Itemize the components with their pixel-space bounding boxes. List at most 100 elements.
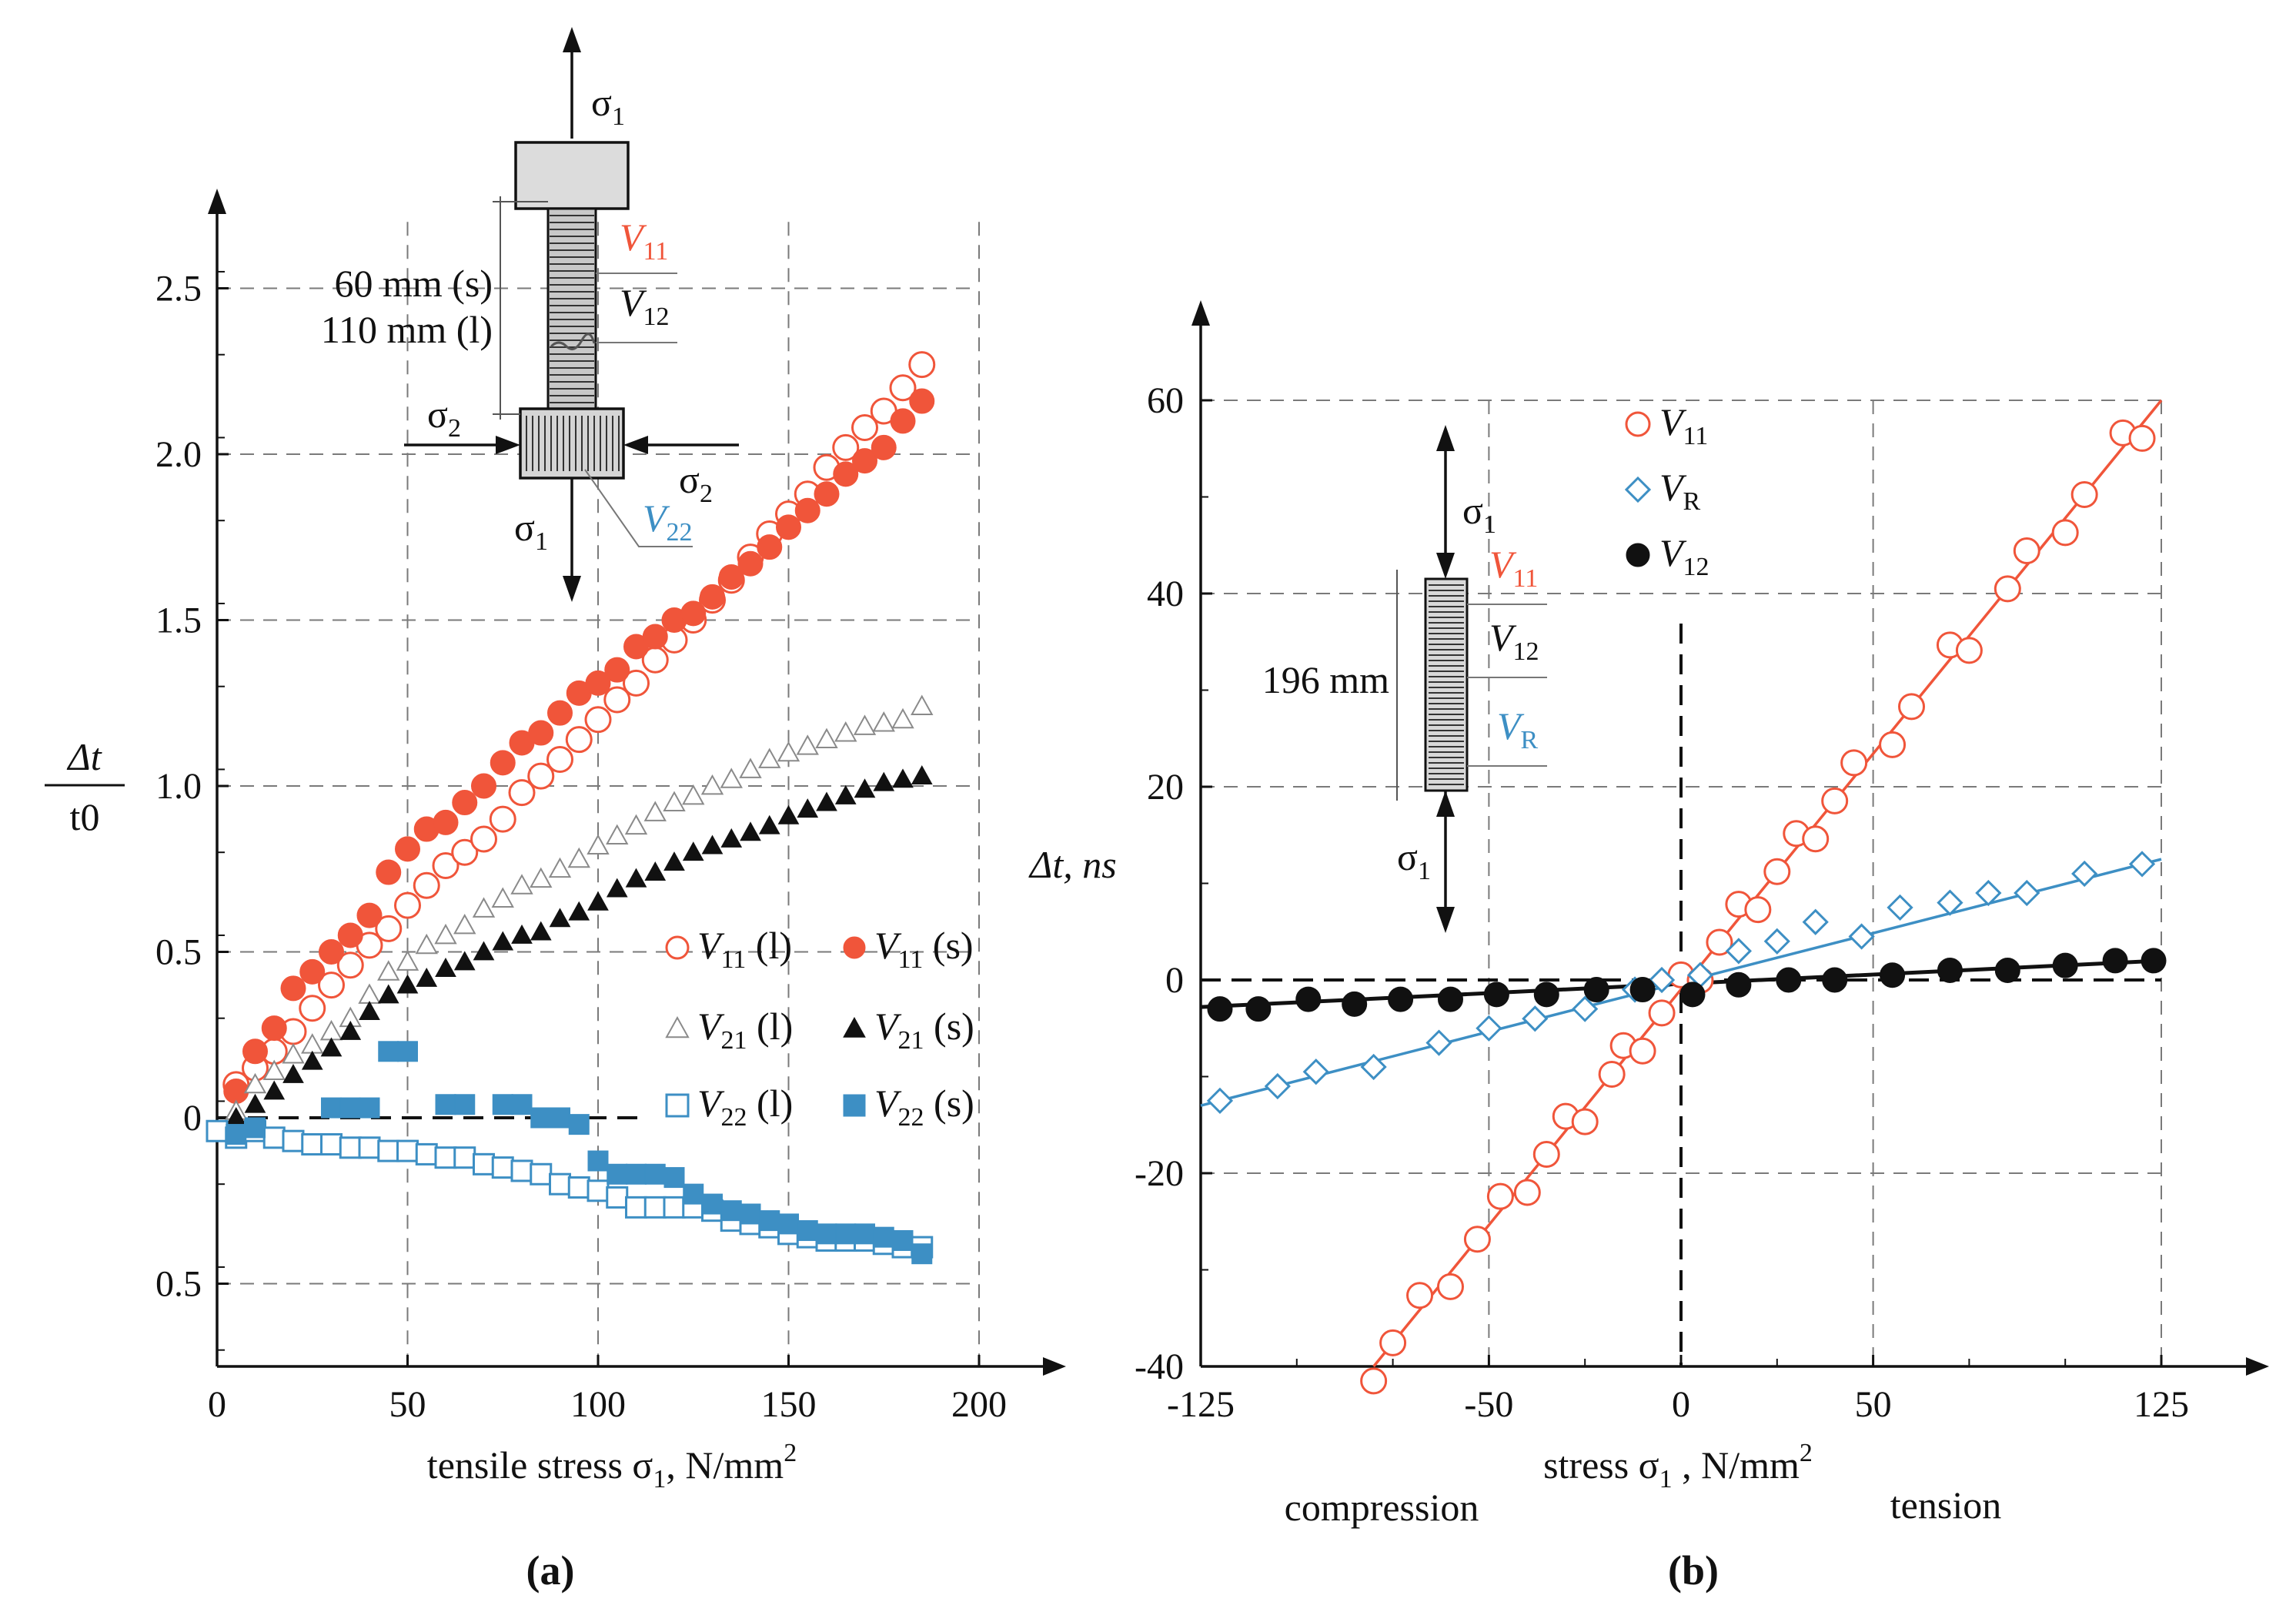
a-point-v22-s- <box>759 1210 780 1232</box>
a-point-v11-l- <box>832 433 860 461</box>
b-legend-marker <box>1624 476 1652 503</box>
b-specimen-bar <box>1424 577 1469 792</box>
a-legend-label: V21 (l) <box>697 1005 793 1055</box>
a-point-v21-s- <box>377 984 399 1004</box>
a-point-v22-l- <box>491 1156 514 1179</box>
a-point-v21-s- <box>854 778 876 798</box>
b-point-v12 <box>2141 948 2167 974</box>
a-point-v11-s- <box>280 975 306 1002</box>
a-ytick-label: 0 <box>183 1098 202 1139</box>
panel-b-label: (b) <box>1668 1547 1719 1594</box>
a-point-v11-s- <box>356 902 383 928</box>
a-point-v11-s- <box>395 836 420 862</box>
a-point-v11-l- <box>565 726 593 754</box>
a-point-v11-l- <box>546 746 573 774</box>
b-sigma1-top-label: σ1 <box>1462 489 1496 539</box>
b-point-vr <box>1264 1072 1291 1100</box>
a-point-v22-s- <box>702 1193 723 1215</box>
a-point-v21-s- <box>453 951 476 971</box>
a-point-v22-l- <box>396 1139 419 1162</box>
a-point-v22-s- <box>321 1097 342 1119</box>
b-point-vr <box>1302 1059 1329 1085</box>
b-point-vr <box>1887 894 1913 921</box>
a-point-v21-s- <box>339 1020 362 1040</box>
a-point-v11-s- <box>737 550 764 577</box>
a-point-v11-l- <box>413 871 440 899</box>
panel-a-ticks: 0 50 100 150 200 0 0.5 1.0 1.5 2.0 2.5 0.5 <box>155 269 1007 1426</box>
bottom-grip <box>519 407 625 480</box>
panel-a-y-arrow <box>208 189 226 214</box>
a-point-v22-s- <box>797 1220 818 1242</box>
a-point-v21-s- <box>873 771 895 791</box>
a-legend-label: V21 (s) <box>874 1005 974 1055</box>
b-sigma1-bottom-label: σ1 <box>1397 835 1431 885</box>
a-point-v11-s- <box>700 584 725 610</box>
b-sigma1-bottom-arrowhead2 <box>1436 907 1455 933</box>
a-point-v21-l- <box>853 714 877 735</box>
a-point-v21-l- <box>758 747 781 768</box>
a-point-v21-l- <box>415 933 438 955</box>
a-point-v21-s- <box>758 814 780 834</box>
a-legend-label: V11 (s) <box>874 924 974 974</box>
panel-b-specimen-schematic: σ1 σ1 196 mm V11 V12 VR <box>1262 425 1547 933</box>
panel-a-legend: V11 (l) V11 (s) V21 (l) V21 (s) V22 (l) V22 (… <box>665 924 974 1132</box>
b-point-v11 <box>1629 1037 1656 1065</box>
a-point-v22-s- <box>816 1223 837 1245</box>
a-point-v11-s- <box>585 670 611 696</box>
a-point-v22-l- <box>282 1129 305 1152</box>
a-point-v11-s- <box>757 534 783 560</box>
a-point-v11-l- <box>318 972 345 999</box>
b-point-v11 <box>1802 825 1830 853</box>
a-point-v11-l- <box>299 995 326 1022</box>
a-point-v11-s- <box>299 958 326 985</box>
a-ytick-label: 0.5 <box>155 932 202 973</box>
a-point-v22-l- <box>358 1136 381 1159</box>
panel-a-ylabel-denominator: t0 <box>70 795 100 838</box>
a-xtick-label: 50 <box>389 1384 426 1425</box>
a-point-v21-s- <box>834 784 857 804</box>
a-point-v11-s- <box>909 388 935 414</box>
a-point-v21-l- <box>911 694 934 715</box>
b-sigma1-top-arrowhead2 <box>1436 553 1455 579</box>
a-point-v22-l- <box>434 1146 457 1169</box>
sigma2-right-arrowhead <box>623 436 648 454</box>
a-point-v21-l- <box>682 784 705 805</box>
a-point-v11-l- <box>851 414 878 442</box>
b-point-v11 <box>1436 1273 1464 1300</box>
a-point-v11-s- <box>871 434 897 460</box>
b-sigma1-bottom-arrowhead <box>1436 791 1455 817</box>
a-point-v21-s- <box>396 974 419 994</box>
a-point-v21-s- <box>606 878 628 898</box>
panel-a-xlabel: tensile stress σ1, N/mm2 <box>427 1439 797 1493</box>
v22-leader <box>584 469 693 547</box>
a-point-v21-l- <box>891 707 914 729</box>
a-point-v21-l- <box>815 727 838 749</box>
a-point-v21-l- <box>243 1072 267 1094</box>
a-point-v21-l- <box>396 950 419 971</box>
a-point-v11-s- <box>337 922 363 948</box>
a-point-v21-l- <box>548 857 572 878</box>
b-point-v12 <box>1583 977 1609 1003</box>
b-point-v11 <box>2013 537 2040 564</box>
bottom-grip-hatching <box>526 416 620 471</box>
a-point-v11-s- <box>547 700 573 726</box>
a-point-v11-s- <box>490 750 516 776</box>
a-point-v11-s- <box>471 773 496 799</box>
a-point-v11-l- <box>375 915 403 942</box>
a-point-v22-s- <box>626 1163 647 1185</box>
a-point-v21-l- <box>472 897 496 918</box>
b-point-vr <box>2128 851 2156 878</box>
a-point-v22-l- <box>606 1186 629 1209</box>
b-ytick-label: 0 <box>1165 960 1184 1001</box>
b-point-v12 <box>1295 986 1322 1012</box>
a-xtick-label: 100 <box>570 1384 626 1425</box>
length-long-label: 110 mm (l) <box>321 308 493 351</box>
a-legend-label: V11 (l) <box>697 924 792 974</box>
a-point-v11-s- <box>433 809 459 835</box>
panel-b-xlabel: stress σ1 , N/mm2 <box>1543 1439 1813 1493</box>
b-point-v11 <box>2128 424 2156 452</box>
a-legend-label: V22 (s) <box>874 1082 974 1132</box>
panel-a-label: (a) <box>526 1547 575 1594</box>
a-point-v21-l- <box>872 711 895 732</box>
